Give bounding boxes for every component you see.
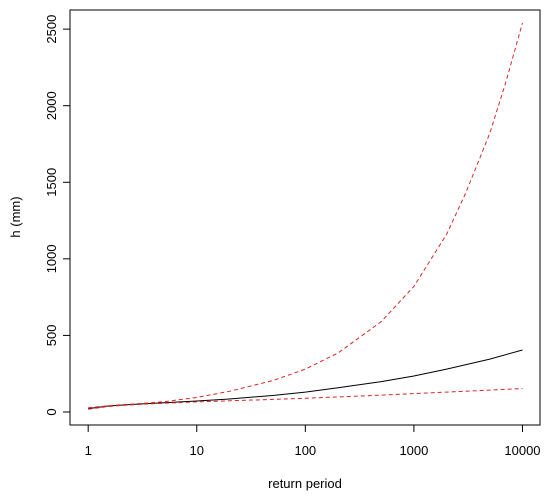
y-tick-label: 2000 [44, 91, 59, 120]
y-tick-label: 0 [44, 408, 59, 415]
x-tick-label: 100 [294, 443, 316, 458]
x-tick-label: 10000 [504, 443, 540, 458]
x-tick-label: 1000 [399, 443, 428, 458]
y-axis-title: h (mm) [8, 196, 23, 237]
y-axis: 0 500 1000 1500 2000 2500 [44, 15, 70, 416]
x-tick-label: 10 [190, 443, 204, 458]
series-line-lower-bound [88, 388, 523, 410]
x-axis-title: return period [268, 476, 342, 491]
series-line-estimate [88, 349, 523, 410]
x-tick-label: 1 [85, 443, 92, 458]
series-line-upper-bound [88, 22, 523, 409]
y-tick-label: 500 [44, 325, 59, 347]
y-tick-label: 1500 [44, 168, 59, 197]
series-layer [88, 22, 523, 410]
y-tick-label: 1000 [44, 244, 59, 273]
x-axis: 1 10 100 1000 10000 [85, 425, 541, 458]
y-tick-label: 2500 [44, 15, 59, 44]
plot-frame [69, 9, 541, 426]
